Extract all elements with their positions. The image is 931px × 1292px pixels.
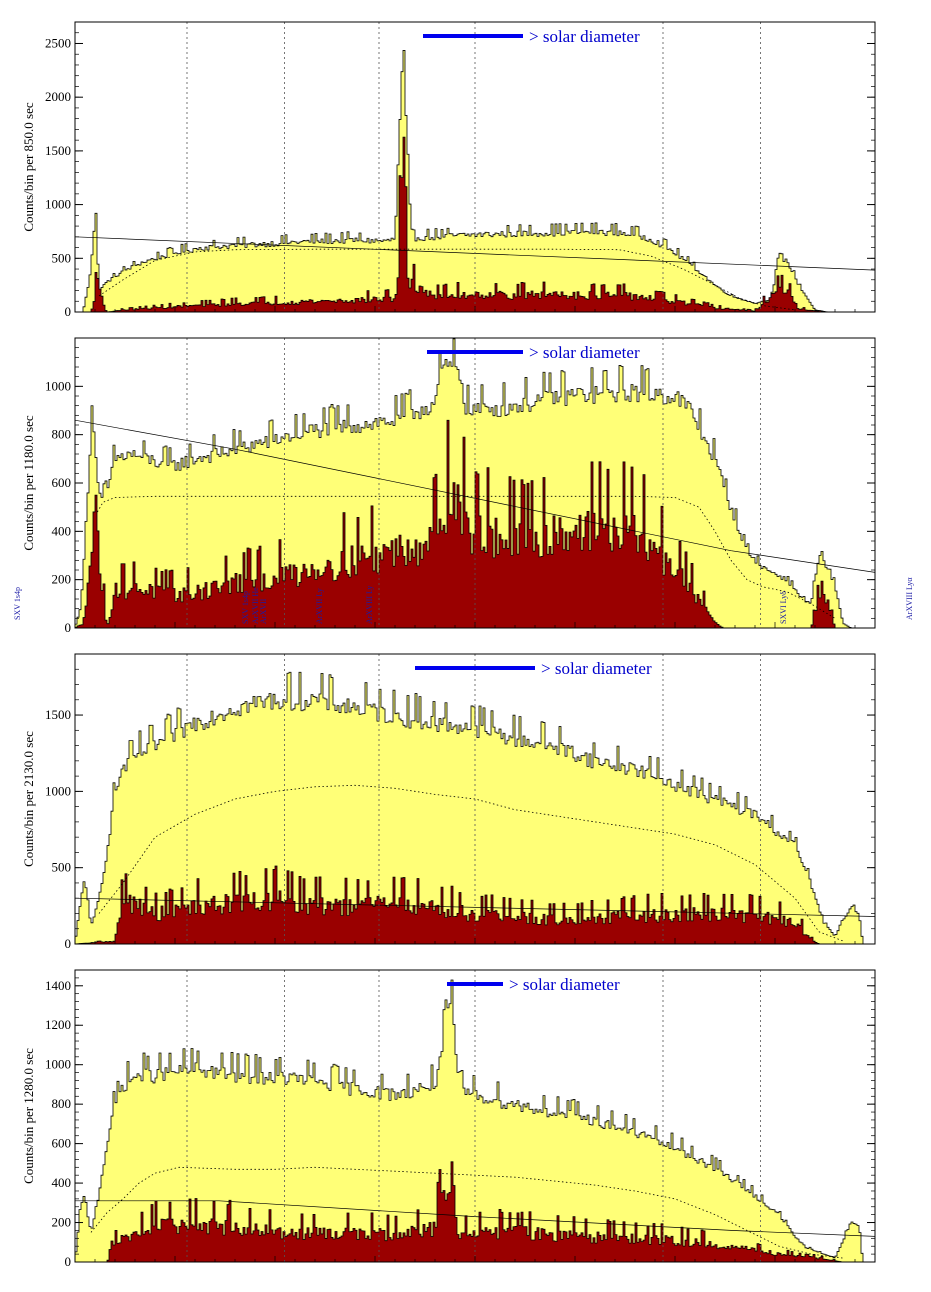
ytick-label: 500	[52, 860, 72, 875]
model-curve	[98, 784, 844, 942]
continuum-line	[75, 419, 875, 573]
ytick-label: 200	[52, 1215, 72, 1230]
continuum-line	[75, 897, 875, 917]
component-counts-histogram	[75, 136, 875, 312]
line-id-label: SXV 1s4p	[13, 587, 22, 620]
ytick-label: 0	[65, 304, 72, 319]
line-id-label: SXVI Lyδ	[779, 591, 788, 624]
y-axis-label: Counts/bin per 1280.0 sec	[21, 1048, 36, 1184]
line-id-label: ArXVII He	[251, 587, 260, 624]
component-counts-histogram	[75, 865, 875, 944]
plot-area	[75, 671, 875, 944]
ytick-label: 1000	[45, 1057, 71, 1072]
ytick-label: 400	[52, 1175, 72, 1190]
total-counts-histogram	[75, 50, 875, 312]
ytick-label: 0	[65, 620, 72, 635]
ytick-label: 500	[52, 250, 72, 265]
ytick-label: 600	[52, 475, 72, 490]
y-axis-label: Counts/bin per 1180.0 sec	[21, 415, 36, 551]
ytick-label: 800	[52, 427, 72, 442]
ytick-label: 0	[65, 1254, 72, 1269]
model-curve	[90, 1166, 844, 1259]
solar-diameter-label: > solar diameter	[509, 975, 620, 994]
y-axis-label: Counts/bin per 2130.0 sec	[21, 731, 36, 867]
ytick-label: 1000	[45, 378, 71, 393]
solar-diameter-label: > solar diameter	[529, 27, 640, 46]
ytick-label: 2000	[45, 89, 71, 104]
model-curve	[98, 248, 796, 311]
ytick-label: 1000	[45, 197, 71, 212]
ytick-label: 0	[65, 936, 72, 951]
line-id-label: SXV 1s4p	[241, 591, 250, 624]
solar-diameter-label: > solar diameter	[529, 343, 640, 362]
panel-4: 0 200 400 600 800 1000 1200 1400 Counts/bin per …	[21, 969, 876, 1269]
panel-3: 0 500 1000 1500 Counts/bin per 2130.0 sec > s…	[21, 653, 876, 951]
model-curve	[97, 495, 836, 619]
ytick-label: 1200	[45, 1017, 71, 1032]
line-id-label: ArXVIII Ly	[365, 586, 374, 624]
ytick-label: 1000	[45, 783, 71, 798]
ytick-label: 1400	[45, 978, 71, 993]
ytick-label: 800	[52, 1096, 72, 1111]
line-id-label: ArXVII	[259, 598, 268, 624]
ytick-label: 600	[52, 1136, 72, 1151]
panel-1: 0 500 1000 1500 2000 2500 Counts/bin per 850.0…	[21, 21, 876, 319]
solar-diameter-label: > solar diameter	[541, 659, 652, 678]
line-id-label: ArXVII Ly	[315, 588, 324, 624]
ytick-label: 1500	[45, 707, 71, 722]
panel-2: 0 200 400 600 800 1000 Counts/bin per 1180.0 s…	[13, 337, 914, 635]
ytick-label: 400	[52, 523, 72, 538]
ytick-label: 1500	[45, 143, 71, 158]
line-id-label: ArXVIII Lyα	[905, 577, 914, 620]
ytick-label: 200	[52, 572, 72, 587]
ytick-label: 2500	[45, 35, 71, 50]
y-axis-label: Counts/bin per 850.0 sec	[21, 102, 36, 231]
